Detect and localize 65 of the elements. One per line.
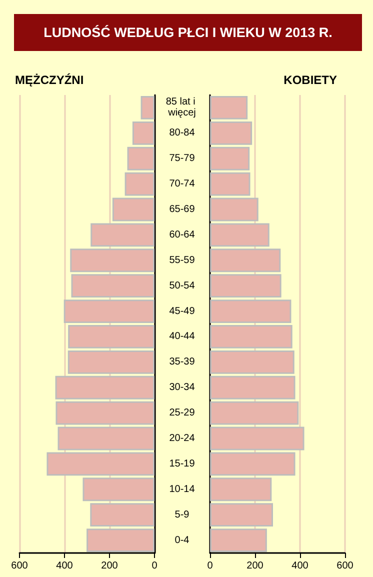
y-tick-label: 25-29 (169, 408, 196, 419)
x-tick-label: 600 (336, 560, 354, 572)
bar (112, 198, 154, 222)
bar (210, 172, 250, 196)
x-tick-label: 200 (101, 560, 118, 572)
bar (210, 528, 267, 552)
bar (90, 223, 154, 247)
y-tick-label: 35-39 (169, 356, 196, 368)
y-tick-label: 50-54 (169, 280, 196, 292)
bar (210, 325, 292, 348)
bar (58, 426, 154, 450)
bar (210, 146, 250, 170)
bar (210, 376, 296, 400)
x-tick-label: 400 (292, 560, 309, 572)
y-tick-label: 80-84 (169, 128, 196, 139)
y-tick-label: 45-49 (169, 306, 196, 317)
bar (46, 452, 154, 476)
y-tick-label: 70-74 (169, 178, 196, 190)
y-tick-label: 20-24 (169, 433, 196, 444)
bar (124, 172, 154, 196)
bar (210, 96, 248, 120)
text: KOBIETY (284, 73, 338, 87)
bar (210, 198, 258, 222)
bar (68, 350, 154, 374)
x-tick-label: 600 (11, 560, 28, 572)
bar (71, 274, 154, 298)
bar (210, 401, 299, 425)
y-tick-label: 55-59 (169, 254, 196, 266)
y-tick-label: 60-64 (169, 229, 196, 240)
bar (210, 426, 304, 450)
bar (82, 478, 154, 502)
y-tick-label: 10-14 (169, 484, 196, 495)
y-tick-label: 65-69 (169, 204, 196, 215)
bar (68, 325, 154, 348)
y-tick-label: 5-9 (174, 509, 190, 520)
text: MĘŻCZYŹNI (15, 73, 84, 87)
y-tick-label: 0-4 (174, 534, 190, 546)
y-tick-label: 40-44 (169, 331, 196, 342)
bar (55, 376, 154, 400)
bar (64, 300, 154, 323)
bar (210, 248, 281, 272)
bar (140, 96, 154, 120)
bar (210, 121, 252, 145)
bar (132, 121, 154, 145)
bar (210, 478, 272, 502)
y-tick-label: 15-19 (169, 458, 196, 470)
y-tick-label: 85 lat i więcej (166, 96, 198, 119)
bar (56, 401, 154, 425)
bar (86, 528, 154, 552)
x-tick-label: 0 (152, 560, 158, 572)
bar (210, 223, 270, 247)
bar (210, 300, 292, 323)
bar (210, 452, 296, 476)
bar (210, 503, 273, 527)
text: LUDNOŚĆ WEDŁUG PŁCI I WIEKU W 2013 R. (14, 14, 362, 51)
bar (90, 503, 154, 527)
x-tick-label: 200 (246, 560, 264, 572)
bar (210, 350, 294, 374)
x-tick-label: 0 (207, 560, 214, 572)
x-tick-label: 400 (56, 560, 74, 572)
bar (70, 248, 154, 272)
bar (210, 274, 282, 298)
bar (127, 146, 154, 170)
y-tick-label: 75-79 (169, 153, 196, 164)
y-tick-label: 30-34 (169, 382, 196, 394)
